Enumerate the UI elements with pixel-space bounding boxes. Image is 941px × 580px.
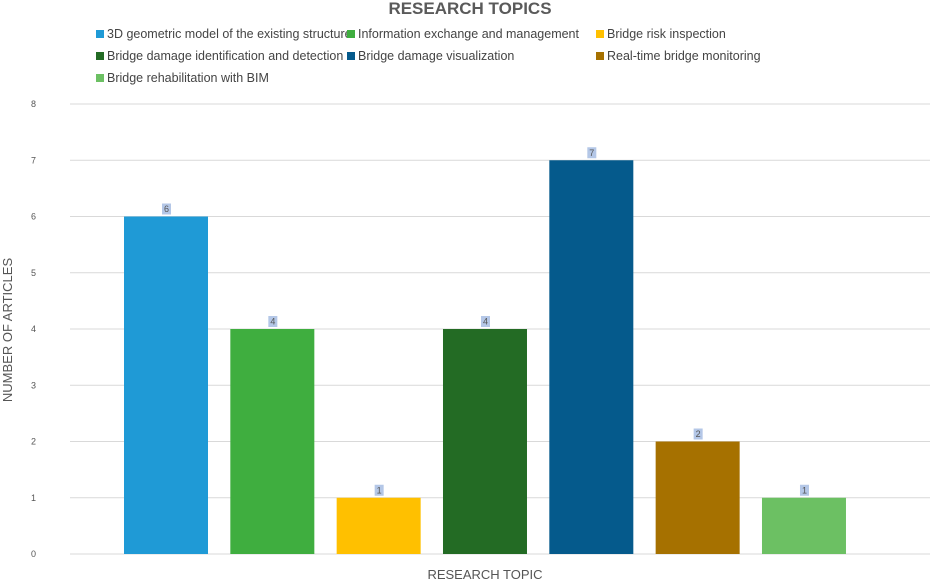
data-label: 7	[587, 147, 597, 159]
bar	[124, 216, 208, 554]
legend-label: 3D geometric model of the existing struc…	[107, 27, 352, 41]
data-label-value: 6	[164, 204, 169, 214]
legend-label: Bridge damage identification and detecti…	[107, 49, 343, 63]
legend-swatch	[347, 30, 355, 38]
data-label-box	[162, 203, 171, 215]
data-label-box	[587, 147, 597, 159]
bar	[230, 329, 315, 554]
data-label-box	[799, 484, 809, 496]
data-label-box	[268, 316, 278, 327]
legend-swatch	[96, 52, 104, 60]
legend-swatch	[596, 52, 604, 60]
bar	[549, 160, 634, 554]
legend-item: Real-time bridge monitoring	[596, 49, 761, 63]
data-label: 4	[268, 316, 278, 327]
y-tick-label: 7	[31, 155, 36, 165]
bar	[761, 497, 846, 554]
y-tick-label: 5	[31, 268, 36, 278]
legend-swatch	[96, 74, 104, 82]
y-tick-label: 1	[31, 493, 36, 503]
legend-label: Real-time bridge monitoring	[607, 49, 761, 63]
legend-item: Information exchange and management	[347, 27, 580, 41]
legend-item: Bridge rehabilitation with BIM	[96, 71, 269, 85]
legend-label: Bridge damage visualization	[358, 49, 514, 63]
y-tick-label: 0	[31, 549, 36, 559]
data-label: 6	[162, 203, 171, 215]
bar	[336, 497, 421, 554]
y-axis-ticks: 0 1 2 3 4 5 6 7 8	[31, 99, 36, 559]
chart-title: RESEARCH TOPICS	[388, 0, 551, 18]
data-label-value: 2	[696, 429, 701, 439]
legend: 3D geometric model of the existing struc…	[96, 27, 761, 85]
bars	[124, 160, 846, 554]
data-label-box	[480, 316, 490, 327]
bar	[655, 441, 740, 554]
y-tick-label: 3	[31, 380, 36, 390]
legend-label: Information exchange and management	[358, 27, 580, 41]
x-axis-title: RESEARCH TOPIC	[427, 567, 542, 580]
legend-label: Bridge rehabilitation with BIM	[107, 71, 269, 85]
y-tick-label: 8	[31, 99, 36, 109]
legend-item: 3D geometric model of the existing struc…	[96, 27, 352, 41]
data-label-value: 4	[483, 317, 488, 327]
legend-swatch	[347, 52, 355, 60]
legend-label: Bridge risk inspection	[607, 27, 726, 41]
y-axis-title: NUMBER OF ARTICLES	[0, 258, 15, 403]
data-label-value: 1	[802, 485, 807, 495]
legend-swatch	[596, 30, 604, 38]
bar	[442, 329, 527, 554]
data-label: 2	[693, 428, 703, 440]
legend-item: Bridge risk inspection	[596, 27, 726, 41]
data-labels: 6 4 1 4 7 2 1	[162, 147, 809, 496]
legend-item: Bridge damage identification and detecti…	[96, 49, 343, 63]
data-label: 4	[480, 316, 490, 327]
legend-swatch	[96, 30, 104, 38]
data-label: 1	[799, 484, 809, 496]
y-tick-label: 4	[31, 324, 36, 334]
data-label: 1	[374, 484, 384, 496]
data-label-box	[374, 484, 384, 496]
y-tick-label: 2	[31, 437, 36, 447]
legend-item: Bridge damage visualization	[347, 49, 514, 63]
data-label-value: 4	[270, 317, 275, 327]
y-tick-label: 6	[31, 212, 36, 222]
data-label-value: 7	[589, 148, 594, 158]
data-label-box	[693, 428, 703, 440]
data-label-value: 1	[377, 485, 382, 495]
